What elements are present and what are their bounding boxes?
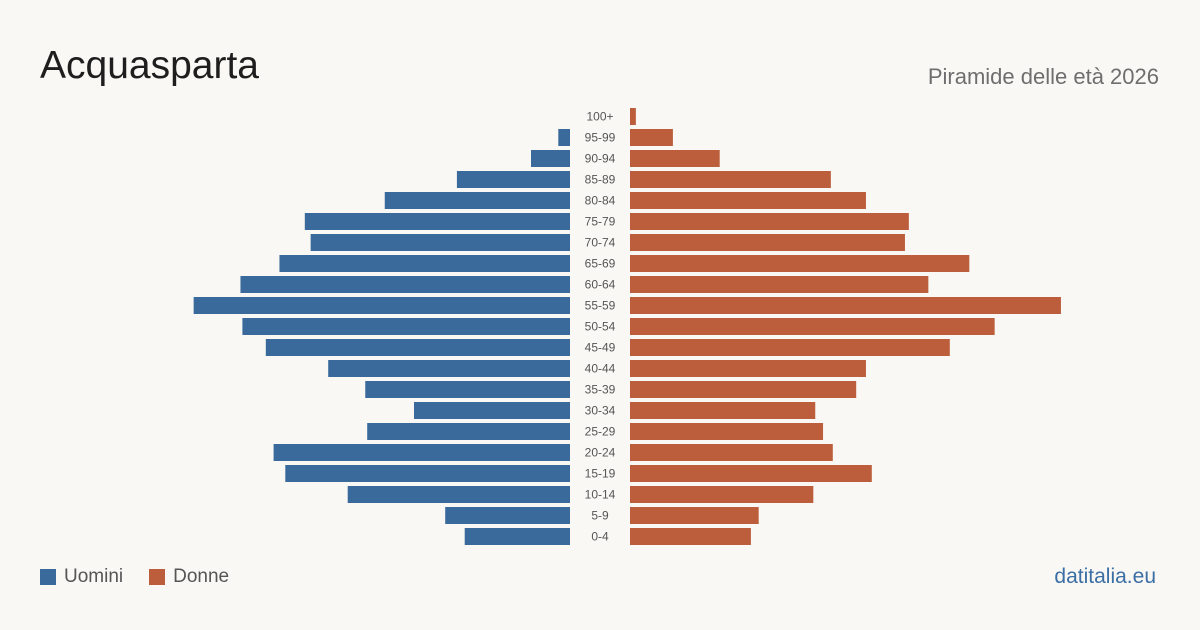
bar-men-30-34	[414, 402, 570, 419]
brand-link[interactable]: datitalia.eu	[1054, 565, 1156, 588]
legend: Uomini Donne	[40, 566, 255, 588]
age-label: 0-4	[591, 530, 609, 544]
bar-men-80-84	[384, 192, 570, 209]
bar-women-100+	[630, 108, 636, 125]
bar-women-10-14	[630, 486, 814, 503]
bar-women-60-64	[630, 276, 929, 293]
bar-women-40-44	[630, 360, 866, 377]
bar-men-60-64	[240, 276, 570, 293]
chart-subtitle: Piramide delle età 2026	[927, 64, 1159, 89]
legend-label-men: Uomini	[64, 566, 124, 587]
age-label: 15-19	[585, 467, 616, 481]
bar-men-40-44	[328, 360, 570, 377]
bar-women-25-29	[630, 423, 824, 440]
age-label: 35-39	[585, 383, 616, 397]
bar-women-70-74	[630, 234, 905, 251]
bar-women-95-99	[630, 129, 673, 146]
bar-women-35-39	[630, 381, 857, 398]
age-label: 45-49	[585, 341, 616, 355]
age-label: 100+	[586, 110, 613, 124]
age-label: 30-34	[585, 404, 616, 418]
bar-women-45-49	[630, 339, 950, 356]
bar-women-65-69	[630, 255, 970, 272]
bar-women-30-34	[630, 402, 816, 419]
bar-men-90-94	[531, 150, 570, 167]
age-label: 50-54	[585, 320, 616, 334]
bar-women-15-19	[630, 465, 872, 482]
bar-men-70-74	[310, 234, 570, 251]
legend-swatch-men	[40, 569, 56, 585]
bar-women-90-94	[630, 150, 720, 167]
bar-men-20-24	[273, 444, 570, 461]
age-label: 85-89	[585, 173, 616, 187]
bar-women-0-4	[630, 528, 751, 545]
bar-men-45-49	[265, 339, 570, 356]
legend-item-women: Donne	[149, 566, 229, 588]
bar-men-95-99	[558, 129, 570, 146]
age-label: 90-94	[585, 152, 616, 166]
bar-men-65-69	[279, 255, 570, 272]
bar-women-80-84	[630, 192, 866, 209]
bar-men-25-29	[367, 423, 570, 440]
bar-men-10-14	[347, 486, 570, 503]
legend-swatch-women	[149, 569, 166, 585]
age-label: 40-44	[585, 362, 616, 376]
legend-label-women: Donne	[173, 566, 230, 587]
bar-men-0-4	[464, 528, 570, 545]
legend-item-men: Uomini	[40, 566, 123, 588]
age-label: 95-99	[585, 131, 616, 145]
bar-women-20-24	[630, 444, 833, 461]
age-label: 70-74	[585, 236, 616, 250]
bar-men-15-19	[285, 465, 570, 482]
bar-women-85-89	[630, 171, 831, 188]
chart-title: Acquasparta	[40, 44, 259, 87]
bar-men-50-54	[242, 318, 570, 335]
age-label: 5-9	[591, 509, 609, 523]
bar-women-55-59	[630, 297, 1061, 314]
bar-men-35-39	[365, 381, 570, 398]
bar-women-75-79	[630, 213, 909, 230]
bar-women-5-9	[630, 507, 759, 524]
age-label: 65-69	[585, 257, 616, 271]
bar-men-75-79	[304, 213, 570, 230]
age-label: 80-84	[585, 194, 616, 208]
bar-women-50-54	[630, 318, 995, 335]
age-label: 10-14	[585, 488, 616, 502]
age-label: 20-24	[585, 446, 616, 460]
bar-men-5-9	[445, 507, 570, 524]
age-label: 75-79	[585, 215, 616, 229]
age-label: 25-29	[585, 425, 616, 439]
bar-men-55-59	[193, 297, 570, 314]
age-label: 60-64	[585, 278, 616, 292]
bar-men-85-89	[456, 171, 570, 188]
age-label: 55-59	[585, 299, 616, 313]
